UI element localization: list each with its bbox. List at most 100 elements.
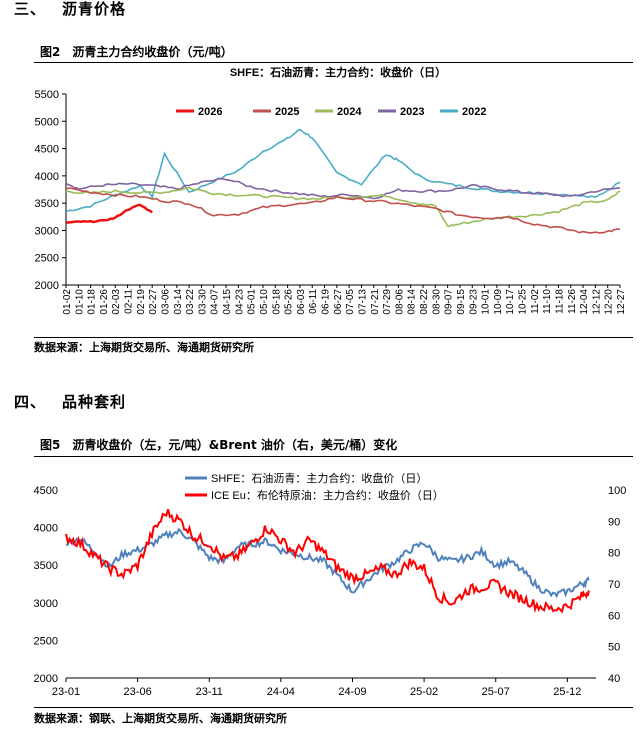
x-tick-label: 04-23 [234,289,245,315]
y-left-tick-label: 2500 [34,635,58,647]
x-tick-label: 23-01 [52,686,80,698]
x-tick-label: 12-20 [604,289,615,315]
x-tick-label: 01-18 [87,289,98,315]
legend-label: 2023 [400,106,424,118]
x-tick-label: 05-26 [284,289,295,315]
x-tick-label: 05-10 [259,289,270,315]
x-tick-label: 03-14 [173,289,184,315]
y-tick-label: 2500 [35,253,59,265]
figure-top-rule [34,456,633,457]
x-tick-label: 09-15 [456,289,467,315]
figure-top-rule [34,62,633,63]
y-tick-label: 2000 [35,280,59,292]
series-line-2024 [65,186,621,228]
x-tick-label: 06-27 [333,289,344,315]
x-tick-label: 06-19 [321,289,332,315]
figure-label: 图5 [40,438,61,452]
chart-title: SHFE：石油沥青：主力合约：收盘价（日） [230,65,446,79]
series-line-2026 [65,203,153,225]
figure-bottom-rule [34,707,633,708]
x-tick-label: 24-04 [267,686,295,698]
x-tick-label: 12-27 [616,289,627,315]
y-right-tick-label: 60 [608,610,620,622]
figure-title: 图5 沥青收盘价（左，元/吨）&Brent 油价（右，美元/桶）变化 [40,436,397,453]
x-tick-label: 11-26 [567,289,578,314]
x-tick-label: 02-27 [148,289,159,315]
y-right-tick-label: 50 [608,642,620,654]
legend-label: 2024 [337,106,362,118]
x-tick-label: 06-11 [308,289,319,314]
x-tick-label: 25-12 [553,686,581,698]
legend-label: 2022 [462,106,486,118]
x-tick-label: 04-07 [210,289,221,315]
x-tick-label: 01-26 [99,289,110,315]
x-tick-label: 24-09 [338,686,366,698]
y-tick-label: 4500 [35,144,59,156]
y-right-tick-label: 80 [608,548,620,560]
x-tick-label: 11-02 [530,289,541,314]
y-right-tick-label: 70 [608,579,620,591]
data-source: 数据来源：上海期货交易所、海通期货研究所 [34,341,254,354]
series-line-brent [65,508,590,614]
x-tick-label: 12-12 [591,289,602,315]
y-tick-label: 3000 [35,225,59,237]
x-tick-label: 02-03 [111,289,122,315]
x-tick-label: 03-06 [160,289,171,315]
x-tick-label: 05-18 [271,289,282,315]
y-left-tick-label: 2000 [34,673,58,685]
x-tick-label: 11-18 [554,289,565,314]
series-line-2023 [65,177,621,200]
x-tick-label: 10-01 [481,289,492,315]
x-tick-label: 03-30 [197,289,208,315]
series-line-2022 [65,128,621,213]
x-tick-label: 01-02 [62,289,73,315]
figure-caption: 沥青主力合约收盘价（元/吨） [72,45,233,59]
x-tick-label: 07-21 [370,289,381,315]
figure-caption: 沥青收盘价（左，元/吨）&Brent 油价（右，美元/桶）变化 [72,438,398,452]
x-tick-label: 04-15 [222,289,233,315]
x-tick-label: 10-25 [518,289,529,315]
legend-label: ICE Eu：布伦特原油：主力合约：收盘价（日） [211,488,444,502]
y-tick-label: 5000 [35,116,59,128]
x-tick-label: 02-19 [136,289,147,315]
legend-label: 2026 [198,106,222,118]
figure-label: 图2 [40,45,61,59]
x-tick-label: 11-10 [542,289,553,314]
y-left-tick-label: 4000 [34,523,58,535]
figure-bottom-rule [34,337,633,338]
x-tick-label: 05-01 [247,289,258,315]
x-tick-label: 09-23 [468,289,479,315]
x-tick-label: 08-30 [431,289,442,315]
x-tick-label: 25-07 [482,686,510,698]
y-tick-label: 4000 [35,171,59,183]
x-tick-label: 12-04 [579,289,590,315]
legend-label: SHFE：石油沥青：主力合约：收盘价（日） [211,471,427,485]
section-number: 三、 [14,0,47,18]
chart-asphalt-seasonal: SHFE：石油沥青：主力合约：收盘价（日） 2026 2025 2024 2023 202… [0,64,641,344]
x-tick-label: 08-14 [407,289,418,315]
section-title: 品种套利 [62,393,127,411]
y-tick-label: 3500 [35,198,59,210]
chart2-svg: SHFE：石油沥青：主力合约：收盘价（日） ICE Eu：布伦特原油：主力合约：收… [34,471,627,698]
figure-title: 图2 沥青主力合约收盘价（元/吨） [40,43,233,60]
x-tick-label: 03-22 [185,289,196,315]
x-tick-label: 25-02 [410,686,438,698]
section-heading-prices: 三、 沥青价格 [14,0,126,19]
x-tick-label: 23-06 [124,686,152,698]
section-title: 沥青价格 [62,0,127,18]
x-tick-label: 07-29 [382,289,393,315]
legend-label: 2025 [275,106,299,118]
x-tick-label: 08-06 [394,289,405,315]
series-line-2025 [65,187,621,234]
data-source: 数据来源：钢联、上海期货交易所、海通期货研究所 [34,712,287,725]
y-right-tick-label: 90 [608,516,620,528]
chart-asphalt-brent: SHFE：石油沥青：主力合约：收盘价（日） ICE Eu：布伦特原油：主力合约：收… [0,458,641,710]
x-tick-label: 07-05 [345,289,356,315]
x-tick-label: 10-09 [493,289,504,315]
section-heading-arbitrage: 四、 品种套利 [14,391,126,412]
y-left-tick-label: 4500 [34,485,58,497]
x-tick-label: 09-07 [444,289,455,315]
y-tick-label: 5500 [35,89,59,101]
y-right-tick-label: 100 [608,485,626,497]
x-tick-label: 02-11 [124,289,135,314]
